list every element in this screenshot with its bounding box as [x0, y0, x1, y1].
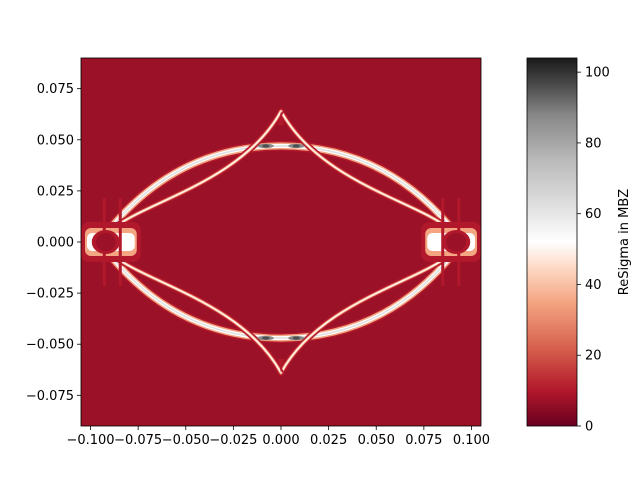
x-tick-label: −0.100: [66, 433, 114, 448]
x-tick-label: −0.075: [114, 433, 162, 448]
upper-outer-arc-band: [104, 145, 458, 235]
colorbar-tick-label: 40: [585, 278, 602, 293]
peak-spot-core: [292, 336, 300, 340]
colorbar-tick-label: 0: [585, 420, 593, 435]
colorbar-ticks: 0 20 40 60 80 100: [577, 66, 610, 435]
x-tick-label: −0.025: [209, 433, 257, 448]
colorbar-tick-label: 60: [585, 207, 602, 222]
node-core: [446, 233, 467, 251]
upper-tip-spike: [278, 111, 284, 126]
colorbar-label: ReSigma in MBZ: [617, 189, 632, 295]
x-tick-label: 0.075: [405, 433, 442, 448]
colorbar-frame: [526, 57, 578, 427]
upper-left-inner-arc-band: [113, 110, 282, 229]
y-tick-label: −0.050: [26, 338, 74, 353]
peak-spot-core: [262, 144, 270, 148]
x-tick-label: 0.025: [310, 433, 347, 448]
node-spur: [118, 198, 122, 286]
node-core: [95, 233, 116, 251]
plot-area: [81, 58, 481, 426]
colorbar-tick-label: 100: [585, 66, 610, 81]
lower-right-inner-arc-band: [280, 255, 449, 374]
lower-tip-spike: [278, 358, 284, 373]
colorbar: 0 20 40 60 80 100 ReSigma in MBZ: [526, 57, 632, 435]
y-tick-label: −0.025: [26, 287, 74, 302]
x-tick-label: 0.000: [262, 433, 299, 448]
lower-left-inner-arc-band: [113, 255, 282, 374]
x-tick-label: 0.100: [453, 433, 490, 448]
y-axis: 0.075 0.050 0.025 0.000 −0.025 −0.050 −0.075: [26, 82, 81, 404]
colorbar-strip: [527, 58, 577, 426]
x-tick-label: −0.050: [162, 433, 210, 448]
y-tick-label: 0.050: [37, 133, 74, 148]
lower-outer-arc-band: [104, 249, 458, 339]
peak-spot-core: [262, 336, 270, 340]
x-axis: −0.100 −0.075 −0.050 −0.025 0.000 0.025 0.050 0…: [66, 426, 490, 448]
colorbar-tick-label: 20: [585, 349, 602, 364]
y-tick-label: 0.075: [37, 82, 74, 97]
colorbar-tick-label: 80: [585, 136, 602, 151]
peak-spot-core: [292, 144, 300, 148]
y-tick-label: 0.025: [37, 184, 74, 199]
x-tick-label: 0.050: [358, 433, 395, 448]
y-tick-label: 0.000: [37, 236, 74, 251]
upper-right-inner-arc-band: [280, 110, 449, 229]
y-tick-label: −0.075: [26, 389, 74, 404]
contour-features: [81, 108, 481, 376]
